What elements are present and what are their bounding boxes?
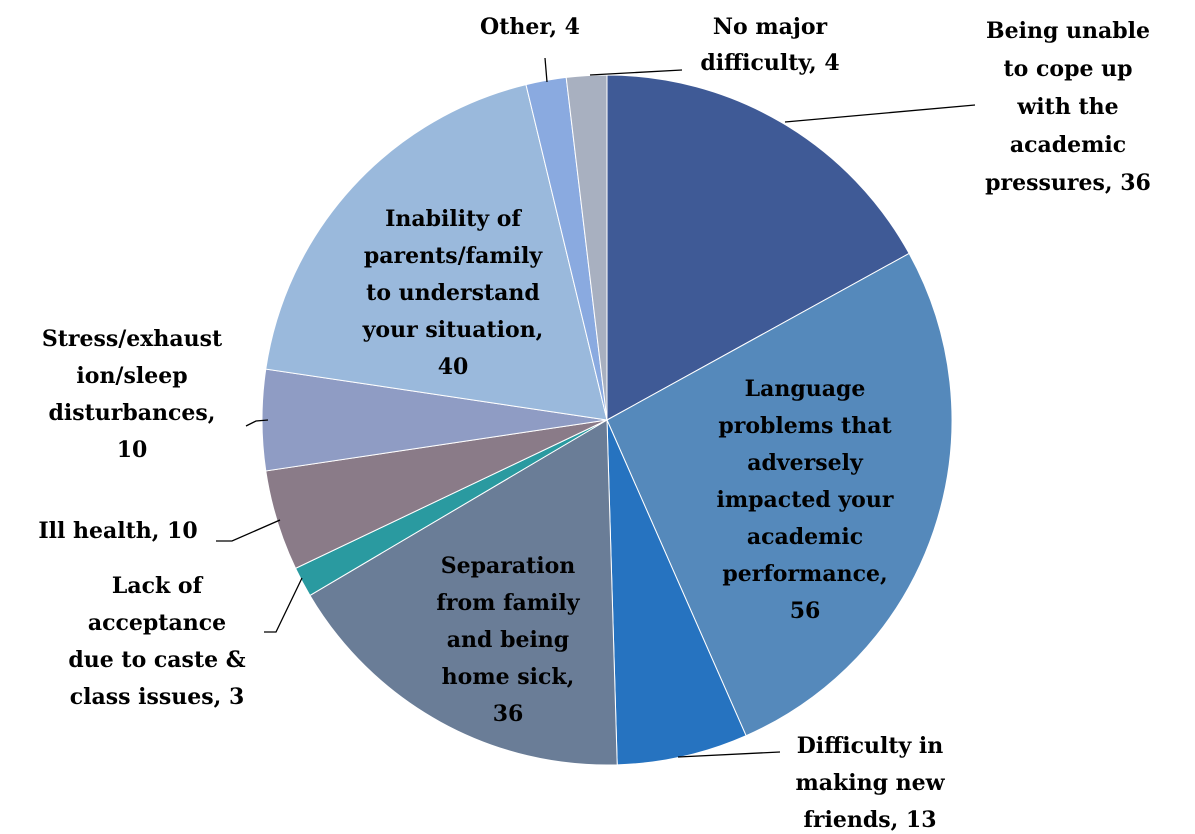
label-line: 40 xyxy=(438,354,469,380)
label-line: Language xyxy=(745,376,866,402)
label-line: academic xyxy=(1010,132,1126,158)
label-line: from family xyxy=(436,590,580,616)
slice-label: Language problems that adversely impacted y… xyxy=(717,376,894,624)
leader-line xyxy=(677,751,781,758)
slice-label: Lack of acceptance due to caste & class iss… xyxy=(68,573,245,710)
label-line: problems that xyxy=(718,413,892,439)
leader-line xyxy=(544,57,548,83)
label-line: home sick, xyxy=(442,664,575,690)
label-line: parents/family xyxy=(364,243,544,269)
leader-line xyxy=(784,104,976,123)
label-line: class issues, 3 xyxy=(70,684,245,710)
label-line: friends, 13 xyxy=(803,807,936,833)
label-line: difficulty, 4 xyxy=(700,50,839,76)
label-line: Inability of xyxy=(385,206,522,232)
pie-slice xyxy=(606,74,910,421)
label-line: Separation xyxy=(441,553,576,579)
label-line: 36 xyxy=(493,701,524,727)
slice-label: Being unable to cope up with the academic pr… xyxy=(985,18,1151,196)
label-line: to understand xyxy=(366,280,540,306)
leader-line xyxy=(589,69,683,76)
label-line: to cope up xyxy=(1004,56,1133,82)
label-line: your situation, xyxy=(362,317,544,343)
label-line: performance, xyxy=(722,561,887,587)
slice-label: Stress/exhaust ion/sleep disturbances, 10 xyxy=(42,326,223,463)
label-line: ion/sleep xyxy=(76,363,187,389)
slice-label: Inability of parents/family to understand y… xyxy=(362,206,544,380)
label-line: Ill health, 10 xyxy=(38,518,197,544)
label-line: disturbances, xyxy=(49,400,216,426)
leader-line xyxy=(264,577,303,633)
label-line: and being xyxy=(447,627,569,653)
label-line: 10 xyxy=(117,437,148,463)
leader-line xyxy=(245,419,269,427)
slice-label: No major difficulty, 4 xyxy=(700,14,839,76)
label-line: academic xyxy=(747,524,863,550)
label-line: due to caste & xyxy=(68,647,245,673)
slice-label: Difficulty in making new friends, 13 xyxy=(795,733,945,833)
label-line: Stress/exhaust xyxy=(42,326,223,352)
slice-label: Other, 4 xyxy=(480,14,580,40)
label-line: Lack of xyxy=(112,573,204,599)
pie-slice xyxy=(265,84,608,421)
label-line: pressures, 36 xyxy=(985,170,1151,196)
label-line: Difficulty in xyxy=(797,733,944,759)
slice-label: Ill health, 10 xyxy=(38,518,197,544)
leader-line xyxy=(216,519,281,542)
label-line: Other, 4 xyxy=(480,14,580,40)
label-line: acceptance xyxy=(88,610,226,636)
pie-slice xyxy=(309,419,618,766)
slice-label: Separation from family and being home sick,… xyxy=(436,553,580,727)
label-line: No major xyxy=(713,14,828,40)
label-line: adversely xyxy=(747,450,864,476)
label-line: making new xyxy=(795,770,945,796)
pie-slice xyxy=(565,74,608,421)
label-line: Being unable xyxy=(986,18,1150,44)
label-line: with the xyxy=(1016,94,1118,120)
label-line: 56 xyxy=(790,598,821,624)
label-line: impacted your xyxy=(717,487,894,513)
